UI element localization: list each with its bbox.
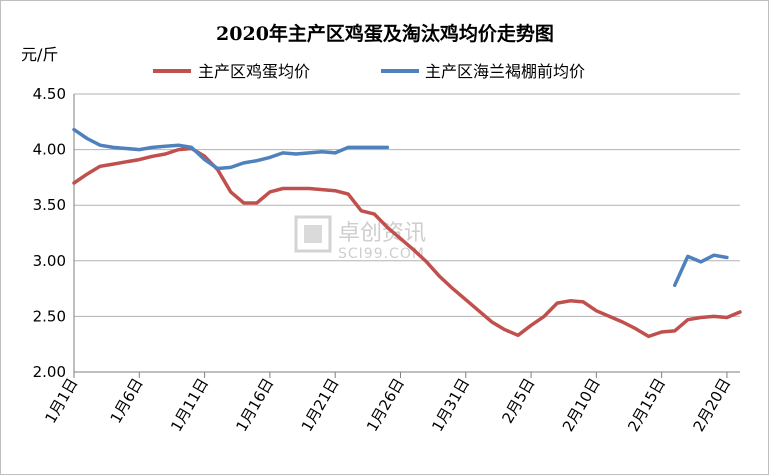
watermark-text: 卓创资讯 [338,221,426,246]
watermark-subtext: SCI99.COM [338,246,425,262]
y-tick-label: 4.00 [33,141,66,159]
legend-label-egg: 主产区鸡蛋均价 [198,62,310,81]
legend: 主产区鸡蛋均价 主产区海兰褐棚前均价 [153,62,585,81]
series-line-egg [72,146,742,339]
watermark-logo-inner-icon [304,225,322,243]
y-tick-label: 3.00 [33,252,66,270]
y-tick-label: 2.00 [33,363,66,381]
y-tick-label: 3.50 [33,196,66,214]
y-tick-label: 2.50 [33,307,66,325]
chart-title: 2020年主产区鸡蛋及淘汰鸡均价走势图 [216,22,554,45]
y-axis-unit: 元/斤 [21,45,58,64]
watermark: 卓创资讯 SCI99.COM [294,215,426,262]
series [72,127,742,339]
series-line-hen [672,253,729,288]
series-line-hen [72,127,390,171]
y-tick-label: 4.50 [33,85,66,103]
watermark-logo-icon [294,215,332,253]
legend-label-hen: 主产区海兰褐棚前均价 [425,62,585,81]
